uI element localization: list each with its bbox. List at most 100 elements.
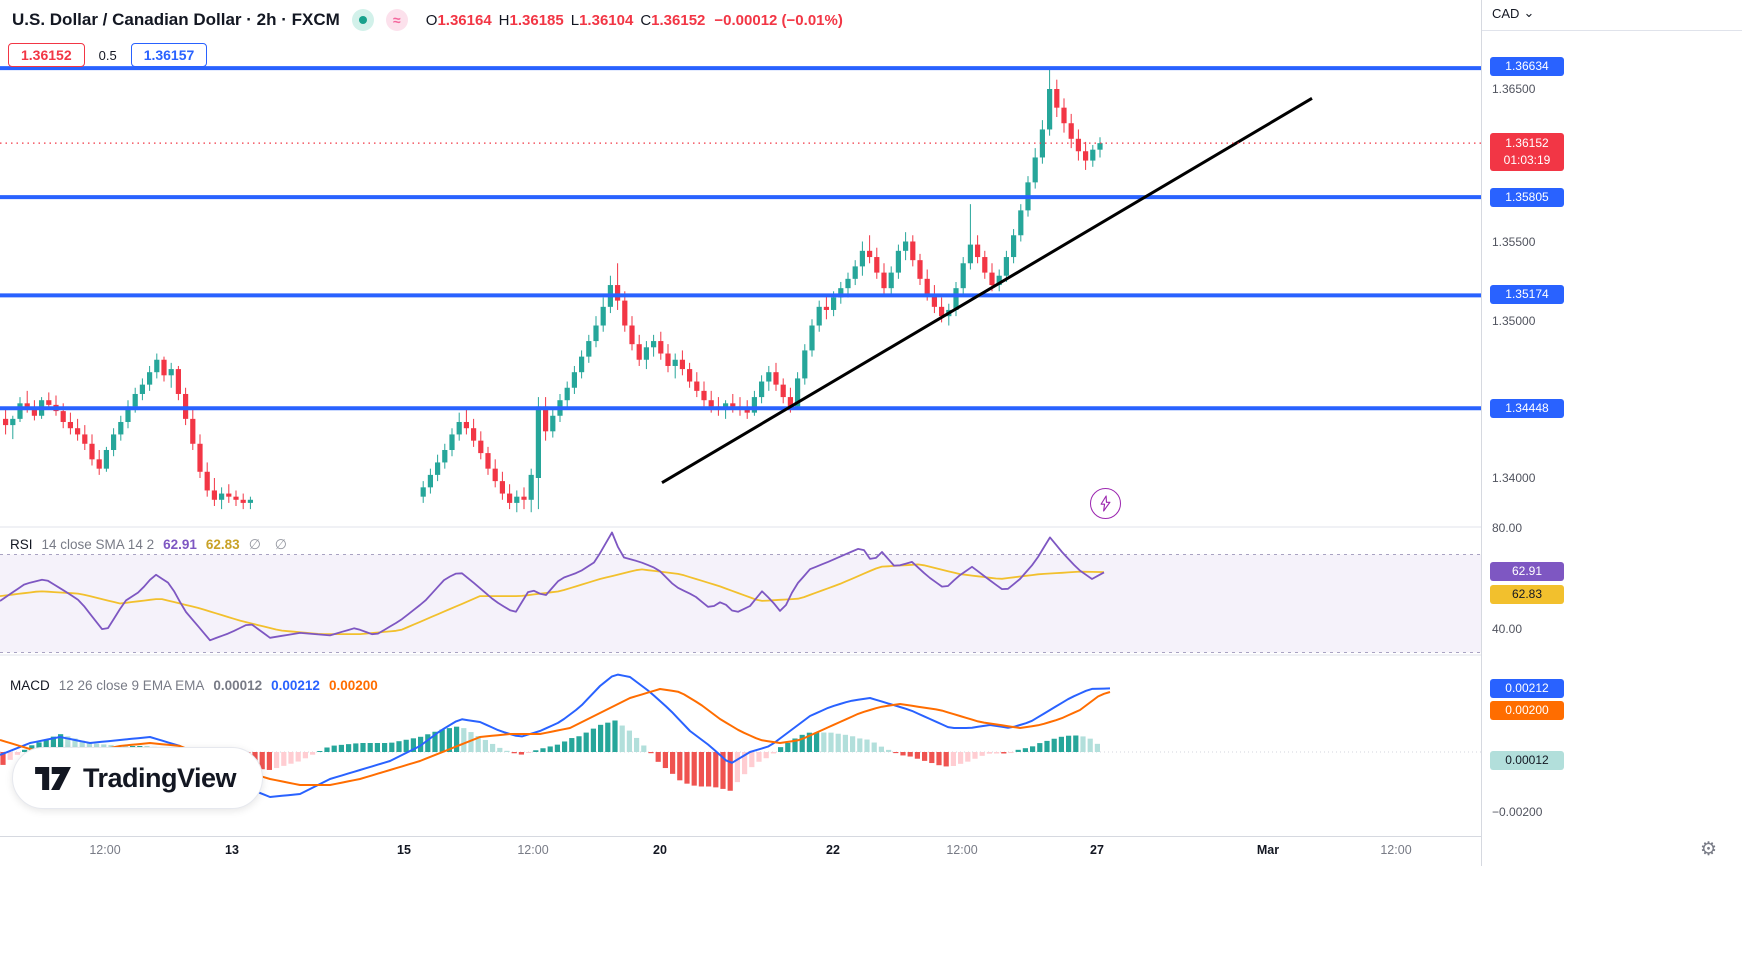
change-value: −0.00012 (−0.01%) [714,11,843,29]
candle-body [1083,151,1089,161]
candle-body [665,353,671,366]
candle-body [478,440,484,454]
candle-body [420,487,426,497]
candle-body [226,493,232,497]
candle-body [780,384,786,398]
candle-body [147,372,153,385]
candle-body [687,369,693,382]
candle-body [903,241,909,251]
candle [823,294,829,320]
candle [687,362,693,388]
bar-countdown: 01:03:19 [1503,153,1551,167]
rsi-indicator-legend[interactable]: RSI 14 close SMA 14 2 62.91 62.83 ∅ ∅ [10,536,292,553]
macd-indicator-legend[interactable]: MACD 12 26 close 9 EMA EMA 0.00012 0.002… [10,678,378,693]
candle-body [31,407,37,416]
rsi-sma-line [0,563,1105,635]
candle [1054,79,1060,118]
lightning-icon[interactable] [1090,488,1121,519]
candle [960,257,966,295]
gear-icon[interactable]: ⚙ [1700,839,1718,860]
candle-body [449,434,455,450]
candle-body [831,297,837,310]
buy-price-button[interactable]: 1.36157 [130,43,208,67]
candle [53,395,59,416]
candle-body [636,344,642,360]
candle-body [442,449,448,463]
currency-label: CAD [1492,5,1520,21]
rsi-line [0,531,1105,642]
candle [190,409,196,450]
candle-body [427,474,433,488]
open-label: O [425,11,438,29]
macd-params: 12 26 close 9 EMA EMA [58,678,205,693]
last-price-value: 1.36152 [1505,136,1549,150]
candle-body [816,306,822,326]
candle-body [960,263,966,289]
candle [593,316,599,348]
symbol-title[interactable]: U.S. Dollar / Canadian Dollar · 2h · FXC… [12,10,340,29]
candle-body [471,428,477,441]
rsi-axis-top: 80.00 [1492,521,1523,535]
candle-body [111,434,117,450]
candle [1039,120,1045,164]
candle [514,490,520,513]
macd-hist-badge: 0.00012 [1490,751,1564,770]
currency-selector[interactable]: CAD ⌄ [1492,5,1534,21]
trend-line[interactable] [661,97,1313,484]
low-value: 1.36104 [579,11,634,29]
approx-price-icon[interactable]: ≈ [385,9,408,31]
candle-body [881,272,887,289]
candle [694,372,700,398]
candle [478,431,484,460]
spread-label: 0.5 [98,47,117,63]
candle [1061,98,1067,133]
candle-body [197,443,203,472]
rsi-source-icons[interactable]: ∅ ∅ [248,536,292,552]
time-axis-label: 27 [1090,843,1104,857]
candle [233,490,239,507]
candle-body [1097,143,1103,150]
candle-body [139,384,145,394]
candle [982,250,988,279]
candle-body [46,400,52,405]
candle-body [823,306,829,310]
macd-signal-value: 0.00200 [328,678,378,693]
candle [247,496,253,510]
candle-body [895,250,901,273]
price-axis[interactable]: CAD ⌄ 1.36634 1.36500 1.36152 01:03:19 1… [1481,0,1742,866]
candle-body [679,359,685,370]
status-dot-icon [358,16,367,24]
market-status-icon[interactable] [351,9,374,31]
sell-price-button[interactable]: 1.36152 [8,43,85,67]
tradingview-logo[interactable]: TradingView [12,747,264,809]
candle-body [802,350,808,379]
ohlc-values: O1.36164 H1.36185 L1.36104 C1.36152 −0.0… [426,12,843,29]
rsi-name: RSI [10,537,33,552]
candle-body [1039,129,1045,158]
candle [672,353,678,379]
candle [759,375,765,404]
candle [643,341,649,370]
candle-body [211,490,217,500]
level-badge-4: 1.34448 [1490,399,1564,418]
candle-body [485,453,491,469]
candle [636,334,642,366]
candle [427,468,433,494]
candle [917,253,923,286]
candle-body [917,260,923,279]
candle [1075,129,1081,161]
candle-body [629,325,635,345]
high-value: 1.36185 [509,11,564,29]
candle-body [492,468,498,482]
candle [888,266,894,295]
candle [111,428,117,457]
candle [802,344,808,385]
candle [204,462,210,497]
candle [211,478,217,507]
candle-body [24,403,30,408]
time-axis[interactable]: 12:00 13 15 12:00 20 22 12:00 27 Mar 12:00 [0,836,1481,867]
rsi-value: 62.91 [163,537,197,552]
candle [521,487,527,510]
candle [10,415,16,440]
